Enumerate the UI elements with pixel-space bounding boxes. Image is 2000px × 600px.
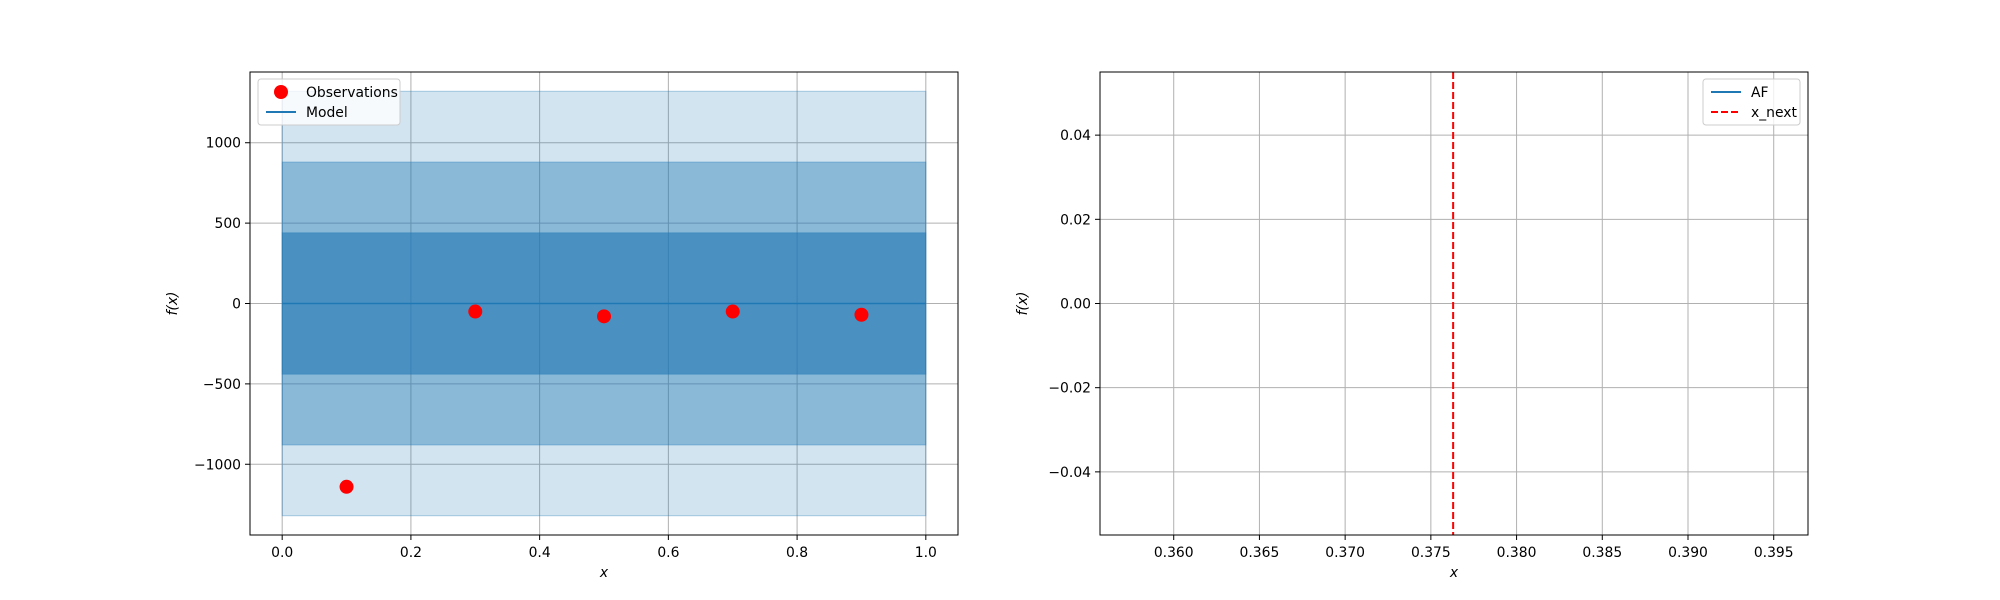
legend-label: AF — [1751, 85, 1769, 101]
right-plot-y-tick-label: 0.00 — [1060, 297, 1091, 313]
left-plot-x-axis-label: x — [599, 565, 609, 581]
observation-point — [725, 304, 740, 319]
left-plot-x-ticks: 0.0 0.2 0.4 0.6 0.8 1.0 — [271, 535, 937, 561]
right-plot-legend: AF x_next — [1702, 78, 1801, 126]
left-plot-legend: Observations Model — [257, 78, 401, 126]
left-plot-legend-box — [257, 78, 401, 126]
right-plot-x-axis-label: x — [1449, 565, 1459, 581]
right-plot-y-tick-label: 0.04 — [1060, 128, 1091, 144]
right-plot-x-tick-label: 0.365 — [1240, 545, 1280, 561]
left-plot-observations — [339, 304, 869, 494]
right-plot-legend-box — [1702, 78, 1801, 126]
left-plot-x-tick-label: 0.2 — [400, 545, 422, 561]
observation-point — [597, 309, 611, 324]
left-plot-x-tick-label: 1.0 — [915, 545, 937, 561]
right-plot-x-ticks: 0.360 0.365 0.370 0.375 0.380 0.385 0.390 0.395 — [1154, 535, 1794, 561]
right-plot-y-tick-label: 0.02 — [1060, 212, 1091, 228]
right-plot-y-ticks: −0.04 −0.02 0.00 0.02 0.04 — [1048, 128, 1100, 481]
right-plot-y-axis-label: f(x) — [1015, 292, 1031, 316]
observation-point — [854, 307, 869, 322]
right-plot-x-tick-label: 0.395 — [1754, 545, 1794, 561]
left-plot-x-tick-label: 0.6 — [657, 545, 679, 561]
right-plot-x-tick-label: 0.370 — [1325, 545, 1365, 561]
left-plot: 0.0 0.2 0.4 0.6 0.8 1.0 −1000 −500 0 500 1000 x f… — [165, 71, 959, 581]
right-plot-y-tick-label: −0.02 — [1048, 381, 1091, 397]
observation-point — [468, 304, 483, 319]
left-plot-x-tick-label: 0.0 — [271, 545, 293, 561]
legend-label: Model — [306, 105, 348, 121]
legend-label: Observations — [306, 85, 398, 101]
right-plot: 0.360 0.365 0.370 0.375 0.380 0.385 0.390 0.395… — [1015, 71, 1809, 581]
right-plot-x-tick-label: 0.385 — [1582, 545, 1622, 561]
legend-label: x_next — [1751, 105, 1797, 121]
left-plot-y-tick-label: 0 — [232, 297, 241, 313]
left-plot-y-tick-label: −500 — [203, 377, 241, 393]
right-plot-y-tick-label: −0.04 — [1048, 465, 1091, 481]
right-plot-x-tick-label: 0.375 — [1411, 545, 1451, 561]
right-plot-x-tick-label: 0.360 — [1154, 545, 1194, 561]
observation-point — [339, 479, 354, 494]
left-plot-y-tick-label: 500 — [214, 216, 241, 232]
left-plot-y-ticks: −1000 −500 0 500 1000 — [194, 136, 250, 473]
left-plot-x-tick-label: 0.4 — [529, 545, 551, 561]
left-plot-y-axis-label: f(x) — [165, 292, 181, 316]
right-plot-x-tick-label: 0.380 — [1497, 545, 1537, 561]
left-plot-x-tick-label: 0.8 — [786, 545, 808, 561]
right-plot-x-tick-label: 0.390 — [1668, 545, 1708, 561]
left-plot-y-tick-label: −1000 — [194, 457, 241, 473]
left-plot-y-tick-label: 1000 — [206, 136, 241, 152]
legend-marker-observations — [274, 85, 288, 99]
